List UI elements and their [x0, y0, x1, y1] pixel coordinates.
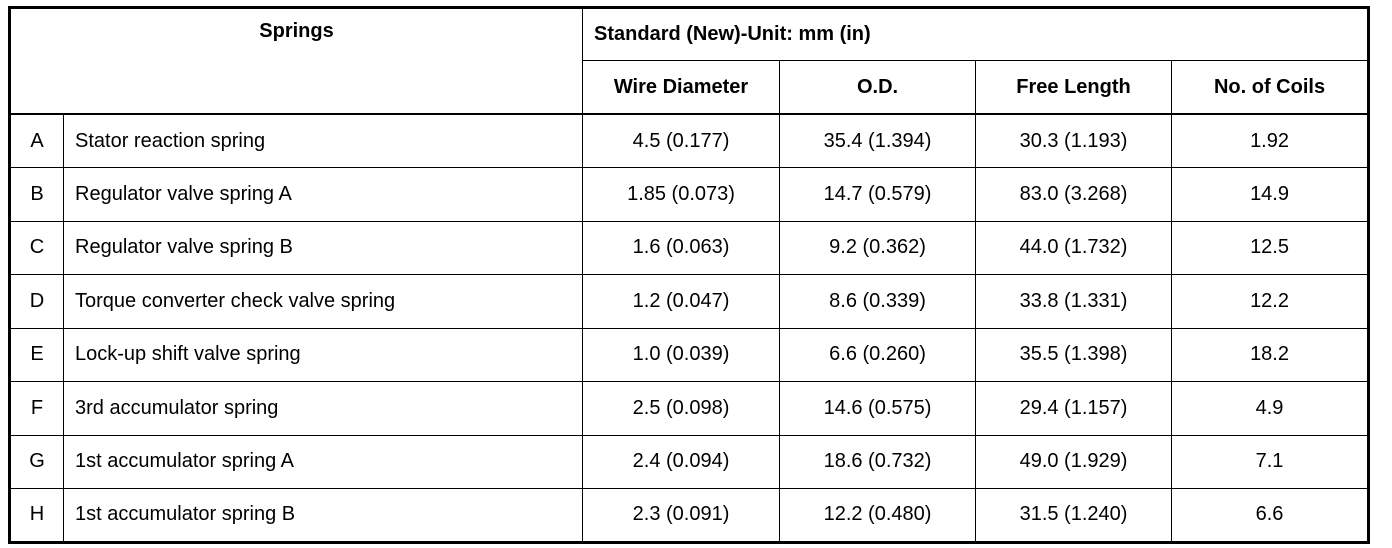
table-row: F 3rd accumulator spring 2.5 (0.098) 14.6 (… — [9, 381, 1370, 436]
spring-name: 1st accumulator spring A — [62, 434, 584, 489]
row-letter: C — [9, 220, 64, 275]
free-length: 29.4 (1.157) — [975, 381, 1173, 436]
wire-diameter: 1.6 (0.063) — [582, 220, 781, 275]
free-length: 49.0 (1.929) — [975, 434, 1173, 489]
free-length: 30.3 (1.193) — [975, 113, 1173, 168]
coil-count: 7.1 — [1171, 434, 1370, 489]
column-header: O.D. — [779, 60, 977, 115]
coil-count: 1.92 — [1171, 113, 1370, 168]
outer-diameter: 35.4 (1.394) — [779, 113, 977, 168]
free-length: 31.5 (1.240) — [975, 488, 1173, 543]
row-letter: F — [9, 381, 64, 436]
coil-count: 14.9 — [1171, 167, 1370, 222]
column-header: No. of Coils — [1171, 60, 1370, 115]
spring-name: Stator reaction spring — [62, 113, 584, 168]
spring-name: 1st accumulator spring B — [62, 488, 584, 543]
coil-count: 12.2 — [1171, 274, 1370, 329]
spring-name: Lock-up shift valve spring — [62, 327, 584, 382]
free-length: 33.8 (1.331) — [975, 274, 1173, 329]
outer-diameter: 18.6 (0.732) — [779, 434, 977, 489]
row-letter: B — [9, 167, 64, 222]
wire-diameter: 2.5 (0.098) — [582, 381, 781, 436]
coil-count: 12.5 — [1171, 220, 1370, 275]
spring-name: Regulator valve spring B — [62, 220, 584, 275]
row-letter: H — [9, 488, 64, 543]
springs-header: Springs — [8, 7, 584, 115]
table-row: E Lock-up shift valve spring 1.0 (0.039) 6.… — [9, 327, 1370, 382]
table-row: G 1st accumulator spring A 2.4 (0.094) 18.6… — [9, 434, 1370, 489]
table-row: H 1st accumulator spring B 2.3 (0.091) 12.2… — [9, 488, 1370, 543]
wire-diameter: 1.0 (0.039) — [582, 327, 781, 382]
table-row: A Stator reaction spring 4.5 (0.177) 35.4 (… — [9, 113, 1370, 168]
row-letter: D — [9, 274, 64, 329]
coil-count: 4.9 — [1171, 381, 1370, 436]
table-body: A Stator reaction spring 4.5 (0.177) 35.4 (… — [9, 113, 1370, 543]
table-row: D Torque converter check valve spring 1.2 … — [9, 274, 1370, 329]
table-row: B Regulator valve spring A 1.85 (0.073) 14.… — [9, 167, 1370, 222]
column-header: Wire Diameter — [582, 60, 781, 115]
row-letter: A — [9, 113, 64, 168]
table-row: C Regulator valve spring B 1.6 (0.063) 9.2 … — [9, 220, 1370, 275]
spring-name: 3rd accumulator spring — [62, 381, 584, 436]
standard-header: Standard (New)-Unit: mm (in) — [582, 7, 1370, 61]
row-letter: G — [9, 434, 64, 489]
column-header: Free Length — [975, 60, 1173, 115]
spring-name: Torque converter check valve spring — [62, 274, 584, 329]
free-length: 83.0 (3.268) — [975, 167, 1173, 222]
wire-diameter: 1.85 (0.073) — [582, 167, 781, 222]
outer-diameter: 8.6 (0.339) — [779, 274, 977, 329]
column-header-row: Wire Diameter O.D. Free Length No. of Coils — [10, 60, 1370, 115]
coil-count: 6.6 — [1171, 488, 1370, 543]
wire-diameter: 2.3 (0.091) — [582, 488, 781, 543]
outer-diameter: 14.6 (0.575) — [779, 381, 977, 436]
free-length: 35.5 (1.398) — [975, 327, 1173, 382]
outer-diameter: 14.7 (0.579) — [779, 167, 977, 222]
wire-diameter: 4.5 (0.177) — [582, 113, 781, 168]
outer-diameter: 9.2 (0.362) — [779, 220, 977, 275]
outer-diameter: 12.2 (0.480) — [779, 488, 977, 543]
row-letter: E — [9, 327, 64, 382]
coil-count: 18.2 — [1171, 327, 1370, 382]
wire-diameter: 2.4 (0.094) — [582, 434, 781, 489]
free-length: 44.0 (1.732) — [975, 220, 1173, 275]
outer-diameter: 6.6 (0.260) — [779, 327, 977, 382]
spring-table: Springs Standard (New)-Unit: mm (in) Wir… — [8, 6, 1371, 544]
wire-diameter: 1.2 (0.047) — [582, 274, 781, 329]
spring-name: Regulator valve spring A — [62, 167, 584, 222]
